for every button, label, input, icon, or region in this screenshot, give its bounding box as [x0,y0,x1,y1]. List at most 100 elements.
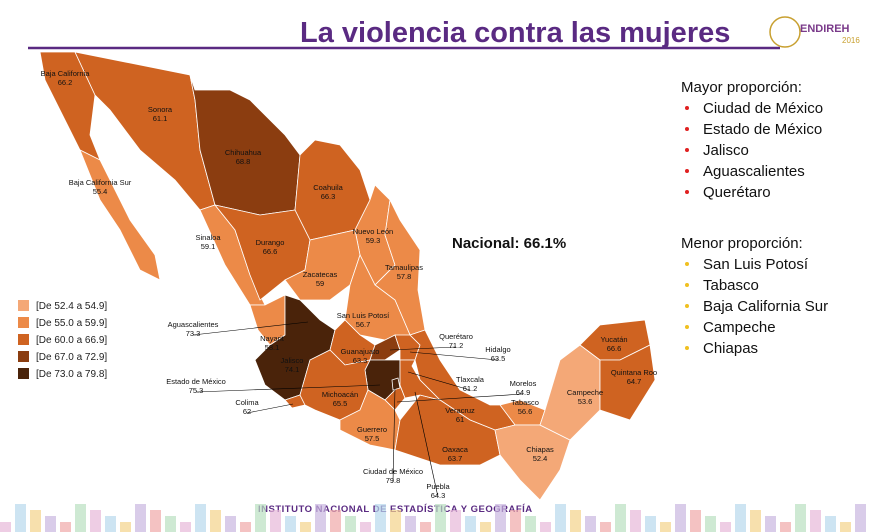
list-item: San Luis Potosí [703,256,809,273]
bullet [685,148,689,152]
state-value: 63.5 [491,354,506,363]
footer-stripe [855,504,866,532]
list-title: Menor proporción: [681,235,803,252]
state-name: Baja California Sur [69,178,132,187]
legend-label: [De 52.4 a 54.9] [36,301,107,312]
footer-stripe [75,504,86,532]
footer-stripe [300,522,311,532]
footer-stripe [495,504,506,532]
leader-line [195,384,381,393]
legend-swatch [18,317,29,328]
state-name: Jalisco [281,356,304,365]
footer-stripe [255,504,266,532]
state-value: 55.4 [93,187,108,196]
footer-stripe [540,522,551,532]
footer-stripe [15,504,26,532]
bullet [685,127,689,131]
bullet [685,190,689,194]
legend-label: [De 67.0 a 72.9] [36,352,107,363]
list-item: Estado de México [703,121,822,138]
footer-stripe [360,522,371,532]
footer-stripe [825,516,836,532]
list-item: Jalisco [703,142,749,159]
footer-stripe [735,504,746,532]
footer-stripe [585,516,596,532]
state-value: 61.2 [463,384,478,393]
state-value: 79.8 [386,476,401,485]
list-title: Mayor proporción: [681,79,802,96]
state-value: 74.1 [285,365,300,374]
state-name: Tabasco [511,398,539,407]
bullet [685,262,689,266]
footer-stripe [765,516,776,532]
state-name: Yucatán [600,335,627,344]
footer-stripe [600,522,611,532]
state-value: 66.6 [263,247,278,256]
footer-stripe [435,504,446,532]
state-name: Morelos [510,379,537,388]
state-name: Zacatecas [303,270,338,279]
list-item: Querétaro [703,184,771,201]
state-value: 59.1 [201,242,216,251]
state-name: Nuevo León [353,227,393,236]
logo-year: 2016 [842,36,860,45]
state-value: 57.8 [397,272,412,281]
footer-stripe [645,516,656,532]
footer-stripe [195,504,206,532]
state-value: 62 [243,407,251,416]
footer-stripe [465,516,476,532]
list-item: Baja California Sur [703,298,828,315]
footer-stripe [420,522,431,532]
footer-stripe [510,510,521,532]
list-item: Ciudad de México [703,100,823,117]
footer-stripe [705,516,716,532]
state-value: 75.3 [189,386,204,395]
footer-stripe [630,510,641,532]
state-name: Guanajuato [341,347,380,356]
state-name: Veracruz [445,406,475,415]
state-value: 73.3 [186,329,201,338]
state-value: 65.5 [333,399,348,408]
list-item: Chiapas [703,340,758,357]
state-name: Baja California [41,69,91,78]
state-value: 66.6 [607,344,622,353]
leader-line [407,371,471,391]
map [39,51,656,501]
state [494,424,571,501]
leader-line [392,387,396,483]
footer-stripe [240,522,251,532]
state-name: Tamaulipas [385,263,423,272]
state-value: 52.4 [533,454,548,463]
state-name: Ciudad de México [363,467,423,476]
bullet [685,283,689,287]
state-value: 59 [316,279,324,288]
state-name: Hidalgo [485,345,510,354]
state-value: 64.3 [431,491,446,500]
footer-stripe [0,522,11,532]
state-name: Aguascalientes [168,320,219,329]
bullet [685,106,689,110]
footer-stripe [525,516,536,532]
legend-label: [De 55.0 a 59.9] [36,318,107,329]
state-value: 63.3 [353,356,368,365]
state [299,349,371,421]
state-value: 61.1 [153,114,168,123]
state-name: Quintana Roo [611,368,657,377]
leader-line [396,393,524,403]
state-name: Oaxaca [442,445,469,454]
legend-label: [De 73.0 a 79.8] [36,369,107,380]
state-value: 64.7 [627,377,642,386]
legend-swatch [18,351,29,362]
logo: ENDIREH [800,23,850,35]
leader-line [192,321,309,336]
footer-stripe [135,504,146,532]
title: La violencia contra las mujeres [300,17,730,49]
footer-stripe [750,510,761,532]
state-value: 61 [456,415,464,424]
state-name: Estado de México [166,377,226,386]
state-name: Sonora [148,105,173,114]
bullet [685,325,689,329]
footer-stripe [60,522,71,532]
